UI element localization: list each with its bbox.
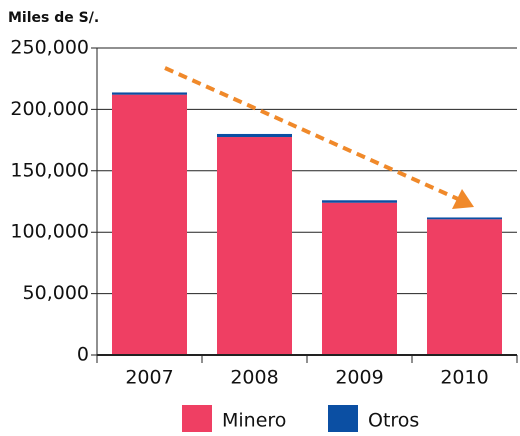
legend-swatch: [182, 405, 212, 432]
y-tick-label: 250,000: [10, 37, 89, 59]
bar-segment: [217, 133, 292, 138]
y-tick-label: 100,000: [10, 221, 89, 243]
bar-segment: [112, 92, 187, 95]
legend-label: Otros: [368, 410, 419, 432]
bar-segment: [427, 217, 502, 220]
x-tick-label: 2007: [125, 367, 173, 389]
x-tick-label: 2009: [335, 367, 383, 389]
y-tick-label: 150,000: [10, 159, 89, 181]
bar-segment: [427, 219, 502, 355]
legend-label: Minero: [222, 410, 286, 432]
bar-segment: [322, 200, 397, 203]
y-tick-label: 0: [77, 344, 89, 366]
trend-arrow: [164, 66, 459, 201]
y-tick-label: 50,000: [23, 282, 89, 304]
bar-segment: [217, 137, 292, 355]
legend-swatch: [328, 405, 358, 432]
y-axis-label: Miles de S/.: [8, 10, 99, 26]
arrow-head: [452, 189, 474, 209]
y-tick-label: 200,000: [10, 98, 89, 120]
x-tick-label: 2008: [230, 367, 278, 389]
bar-segment: [112, 94, 187, 355]
bar-segment: [322, 202, 397, 355]
x-tick-label: 2010: [440, 367, 488, 389]
